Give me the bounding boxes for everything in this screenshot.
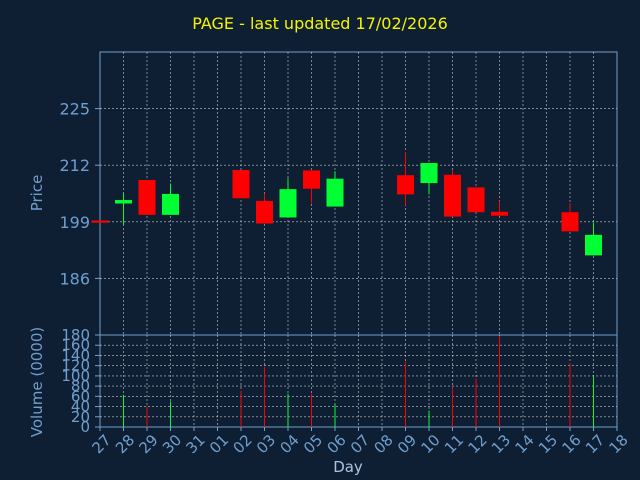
x-tick-label: 15: [535, 431, 561, 457]
x-tick-label: 06: [324, 431, 350, 457]
volume-tick-label: 120: [61, 357, 90, 375]
candle-body: [115, 200, 132, 204]
x-tick-label: 07: [347, 431, 373, 457]
candle-body: [232, 169, 250, 199]
x-tick-label: 10: [418, 431, 444, 457]
x-tick-label: 27: [89, 431, 115, 457]
x-tick-label: 04: [277, 431, 303, 457]
x-tick-label: 01: [206, 431, 232, 457]
price-tick-label: 225: [59, 100, 90, 119]
candle-body: [279, 189, 297, 218]
volume-tick-label: 60: [71, 387, 90, 405]
candle-body: [326, 178, 344, 207]
x-tick-label: 17: [582, 431, 608, 457]
candle-body: [491, 211, 508, 216]
volume-tick-label: 140: [61, 346, 90, 364]
volume-tick-label: 80: [71, 377, 90, 395]
price-tick-label: 212: [59, 156, 90, 175]
volume-tick-label: 20: [71, 408, 90, 426]
x-tick-label: 05: [300, 431, 326, 457]
price-tick-label: 186: [59, 269, 90, 288]
x-tick-label: 14: [512, 431, 538, 457]
price-tick-label: 199: [59, 213, 90, 232]
x-tick-label: 13: [488, 431, 514, 457]
x-tick-label: 12: [465, 431, 491, 457]
volume-axis-label: Volume (0000): [28, 327, 46, 437]
chart-title: PAGE - last updated 17/02/2026: [192, 14, 448, 33]
candle-body: [397, 175, 414, 195]
volume-tick-label: 100: [61, 367, 90, 385]
volume-tick-label: 180: [61, 326, 90, 344]
volume-tick-label: 160: [61, 336, 90, 354]
x-tick-label: 28: [112, 431, 138, 457]
candle-body: [585, 234, 602, 256]
candle-body: [444, 174, 461, 217]
volume-tick-label: 0: [80, 418, 90, 436]
candle-body: [162, 193, 179, 215]
candle-body: [561, 212, 579, 232]
x-tick-label: 30: [159, 431, 185, 457]
candle-body: [256, 200, 273, 224]
x-tick-label: 03: [253, 431, 279, 457]
price-axis-label: Price: [28, 175, 46, 212]
x-tick-label: 08: [371, 431, 397, 457]
x-tick-label: 02: [230, 431, 256, 457]
x-tick-label: 31: [183, 431, 209, 457]
candle-body: [420, 163, 438, 184]
x-axis-label: Day: [333, 458, 363, 476]
volume-tick-label: 40: [71, 398, 90, 416]
candle-body: [138, 180, 156, 215]
x-tick-label: 11: [441, 431, 467, 457]
x-tick-label: 18: [606, 431, 632, 457]
candle-body: [467, 187, 485, 213]
x-tick-label: 09: [394, 431, 420, 457]
candle-body: [303, 170, 320, 189]
x-tick-label: 16: [559, 431, 585, 457]
x-tick-label: 29: [136, 431, 162, 457]
candle-body: [91, 220, 109, 223]
